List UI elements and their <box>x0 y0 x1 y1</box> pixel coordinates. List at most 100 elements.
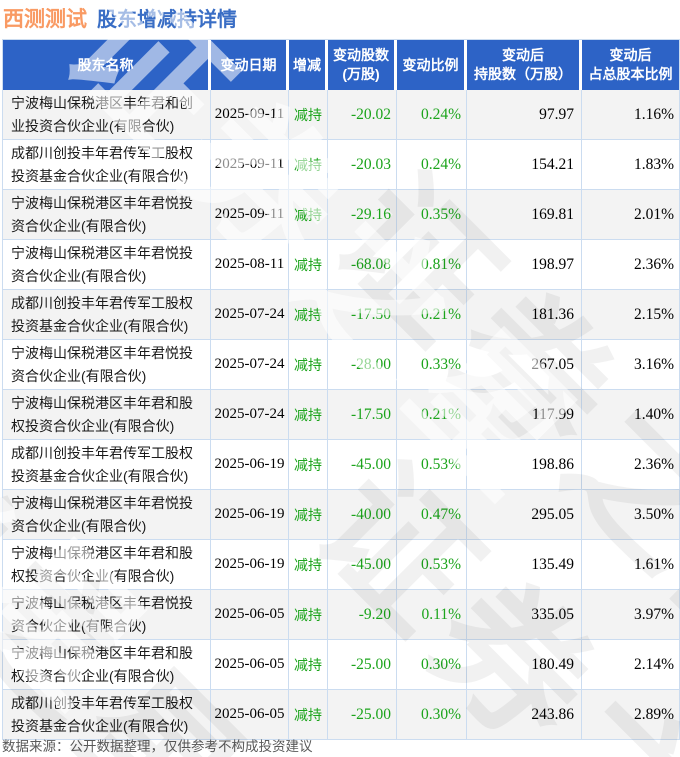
cell-change-shares: -28.00 <box>328 340 397 389</box>
cell-total-ratio-after: 1.40% <box>633 405 674 423</box>
cell-shares-after: 181.36 <box>467 290 582 339</box>
cell-change-shares: -29.16 <box>328 190 397 239</box>
cell-change-date: 2025-07-24 <box>211 290 289 339</box>
cell-change-shares: -17.50 <box>328 390 397 439</box>
cell-change-ratio: 0.24% <box>397 140 467 189</box>
table-row: 成都川创投丰年君传军工股权投资基金合伙企业(有限合伙) 2025-06-19 减… <box>3 440 679 490</box>
cell-shares-after: 97.97 <box>467 90 582 139</box>
cell-direction: 减持 <box>289 290 328 339</box>
cell-shares-after: 154.21 <box>467 140 582 189</box>
cell-shares-after: 135.49 <box>467 540 582 589</box>
cell-change-shares: -68.08 <box>328 240 397 289</box>
data-source-note: 数据来源：公开数据整理，仅供参考不构成投资建议 <box>2 739 313 754</box>
cell-direction: 减持 <box>289 690 328 739</box>
cell-direction: 减持 <box>289 190 328 239</box>
cell-shares-after: 117.99 <box>467 390 582 439</box>
table-row: 宁波梅山保税港区丰年君悦投资合伙企业(有限合伙) 2025-07-24 减持 -… <box>3 340 679 390</box>
cell-change-shares: -9.20 <box>328 590 397 639</box>
header-shares-after: 变动后 持股数（万股） <box>467 40 582 90</box>
header-label: 增减 <box>293 56 321 73</box>
cell-total-ratio-after: 1.61% <box>633 555 674 573</box>
cell-direction: 减持 <box>289 440 328 489</box>
table-row: 宁波梅山保税港区丰年君悦投资合伙企业(有限合伙) 2025-08-11 减持 -… <box>3 240 679 290</box>
header-change-date: 变动日期 <box>211 40 289 90</box>
table-body: 宁波梅山保税港区丰年君和创业投资合伙企业(有限合伙) 2025-09-11 减持… <box>3 90 679 739</box>
table-row: 宁波梅山保税港区丰年君和股权投资合伙企业(有限合伙) 2025-06-19 减持… <box>3 540 679 590</box>
cell-total-ratio-after: 2.14% <box>633 655 674 673</box>
header-shareholder-name: 股东名称 <box>3 40 211 90</box>
cell-direction: 减持 <box>289 490 328 539</box>
cell-shareholder-name: 宁波梅山保税港区丰年君悦投资合伙企业(有限合伙) <box>3 340 211 389</box>
cell-direction: 减持 <box>289 540 328 589</box>
cell-shareholder-name: 成都川创投丰年君传军工股权投资基金合伙企业(有限合伙) <box>3 290 211 339</box>
cell-total-ratio-after: 2.36% <box>633 455 674 473</box>
page-title: 西测测试 股东增减持详情 <box>3 3 237 33</box>
cell-change-date: 2025-06-19 <box>211 540 289 589</box>
header-change-shares: 变动股数 (万股) <box>328 40 397 90</box>
header-label: 变动股数 <box>333 47 389 63</box>
cell-change-ratio: 0.21% <box>397 390 467 439</box>
cell-change-ratio: 0.47% <box>397 490 467 539</box>
cell-total-ratio-after: 2.89% <box>633 705 674 723</box>
header-total-ratio-after: 变动后 占总股本比例 <box>582 40 679 90</box>
cell-shares-after: 198.97 <box>467 240 582 289</box>
cell-change-shares: -25.00 <box>328 640 397 689</box>
table-row: 宁波梅山保税港区丰年君悦投资合伙企业(有限合伙) 2025-06-05 减持 -… <box>3 590 679 640</box>
cell-shares-after: 198.86 <box>467 440 582 489</box>
cell-shares-after: 335.05 <box>467 590 582 639</box>
cell-change-date: 2025-06-05 <box>211 690 289 739</box>
table-row: 宁波梅山保税港区丰年君和股权投资合伙企业(有限合伙) 2025-07-24 减持… <box>3 390 679 440</box>
header-label: 占总股本比例 <box>588 66 673 82</box>
cell-shareholder-name: 宁波梅山保税港区丰年君和股权投资合伙企业(有限合伙) <box>3 390 211 439</box>
cell-direction: 减持 <box>289 340 328 389</box>
cell-direction: 减持 <box>289 390 328 439</box>
cell-change-date: 2025-06-05 <box>211 640 289 689</box>
cell-shareholder-name: 成都川创投丰年君传军工股权投资基金合伙企业(有限合伙) <box>3 440 211 489</box>
table-row: 宁波梅山保税港区丰年君和创业投资合伙企业(有限合伙) 2025-09-11 减持… <box>3 90 679 140</box>
cell-shares-after: 243.86 <box>467 690 582 739</box>
cell-direction: 减持 <box>289 590 328 639</box>
cell-change-ratio: 0.53% <box>397 540 467 589</box>
cell-change-shares: -45.00 <box>328 540 397 589</box>
cell-change-ratio: 0.30% <box>397 690 467 739</box>
cell-shareholder-name: 宁波梅山保税港区丰年君和股权投资合伙企业(有限合伙) <box>3 540 211 589</box>
cell-change-ratio: 0.35% <box>397 190 467 239</box>
cell-shareholder-name: 宁波梅山保税港区丰年君悦投资合伙企业(有限合伙) <box>3 240 211 289</box>
cell-total-ratio-after: 3.16% <box>633 355 674 373</box>
page-title-text: 股东增减持详情 <box>97 9 237 31</box>
cell-change-date: 2025-09-11 <box>211 90 289 139</box>
header-label: 变动比例 <box>402 56 459 73</box>
cell-change-ratio: 0.24% <box>397 90 467 139</box>
cell-total-ratio-after: 1.16% <box>633 105 674 123</box>
header-direction: 增减 <box>289 40 328 90</box>
cell-shareholder-name: 宁波梅山保税港区丰年君悦投资合伙企业(有限合伙) <box>3 190 211 239</box>
cell-change-shares: -20.02 <box>328 90 397 139</box>
cell-change-shares: -20.03 <box>328 140 397 189</box>
cell-change-date: 2025-08-11 <box>211 240 289 289</box>
cell-total-ratio-after: 1.83% <box>633 155 674 173</box>
cell-change-date: 2025-06-19 <box>211 440 289 489</box>
cell-direction: 减持 <box>289 140 328 189</box>
cell-shares-after: 169.81 <box>467 190 582 239</box>
table-row: 宁波梅山保税港区丰年君悦投资合伙企业(有限合伙) 2025-09-11 减持 -… <box>3 190 679 240</box>
header-label: 变动后 <box>502 47 544 63</box>
cell-change-ratio: 0.53% <box>397 440 467 489</box>
cell-direction: 减持 <box>289 640 328 689</box>
cell-change-shares: -45.00 <box>328 440 397 489</box>
cell-shares-after: 180.49 <box>467 640 582 689</box>
table-row: 成都川创投丰年君传军工股权投资基金合伙企业(有限合伙) 2025-09-11 减… <box>3 140 679 190</box>
header-label: 变动日期 <box>220 56 277 73</box>
table-row: 成都川创投丰年君传军工股权投资基金合伙企业(有限合伙) 2025-07-24 减… <box>3 290 679 340</box>
cell-shareholder-name: 宁波梅山保税港区丰年君和创业投资合伙企业(有限合伙) <box>3 90 211 139</box>
cell-shareholder-name: 宁波梅山保税港区丰年君悦投资合伙企业(有限合伙) <box>3 590 211 639</box>
cell-direction: 减持 <box>289 240 328 289</box>
shareholder-change-table: 股东名称 变动日期 增减 变动股数 (万股) 变动比例 变动后 持股数（万股） … <box>2 39 680 740</box>
table-row: 成都川创投丰年君传军工股权投资基金合伙企业(有限合伙) 2025-06-05 减… <box>3 690 679 739</box>
cell-change-ratio: 0.33% <box>397 340 467 389</box>
cell-total-ratio-after: 2.15% <box>633 305 674 323</box>
cell-change-ratio: 0.81% <box>397 240 467 289</box>
cell-total-ratio-after: 3.97% <box>633 605 674 623</box>
table-header-row: 股东名称 变动日期 增减 变动股数 (万股) 变动比例 变动后 持股数（万股） … <box>3 40 679 90</box>
cell-shares-after: 295.05 <box>467 490 582 539</box>
header-label: 股东名称 <box>77 56 134 73</box>
